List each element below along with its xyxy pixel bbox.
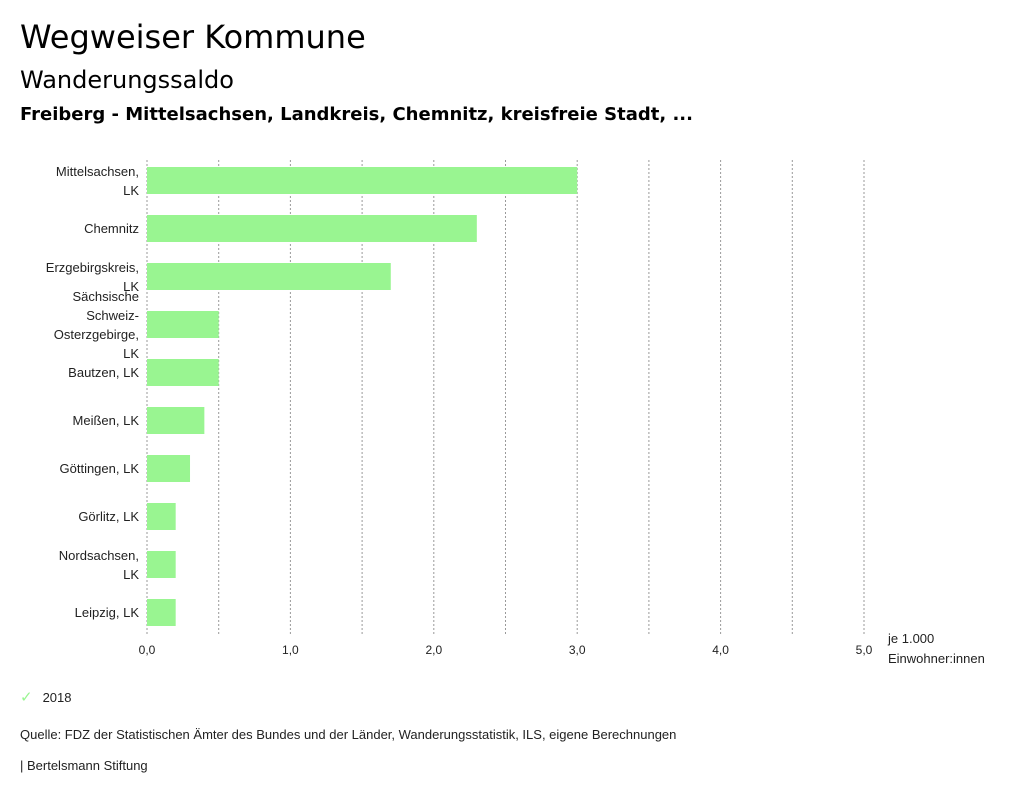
category-label-line: Leipzig, LK <box>74 605 139 620</box>
page-title: Wegweiser Kommune <box>20 18 366 56</box>
category-label: Sächsische Schweiz- Osterzgebirge, LK <box>19 287 139 363</box>
bar[interactable] <box>147 599 176 626</box>
category-label: Mittelsachsen, LK <box>19 162 139 200</box>
x-tick-label: 0,0 <box>139 643 156 657</box>
bar[interactable] <box>147 263 391 290</box>
unit-line-2: Einwohner:innen <box>888 651 985 666</box>
bar[interactable] <box>147 359 219 386</box>
x-axis-unit-label: je 1.000 Einwohner:innen <box>888 629 1018 669</box>
category-label-line: Nordsachsen, <box>58 547 139 563</box>
category-label: Nordsachsen, LK <box>19 546 139 584</box>
legend[interactable]: ✓ 2018 <box>20 688 72 706</box>
category-label: Chemnitz <box>19 219 139 238</box>
category-label-line: Schweiz- <box>86 307 139 323</box>
legend-label: 2018 <box>42 689 72 705</box>
category-label: Görlitz, LK <box>19 507 139 526</box>
category-label-line: Sächsische <box>72 288 139 304</box>
source-note: Quelle: FDZ der Statistischen Ämter des … <box>20 727 677 742</box>
category-label-line: LK <box>123 345 139 361</box>
x-tick-label: 5,0 <box>856 643 873 657</box>
category-label: Meißen, LK <box>19 411 139 430</box>
category-label: Bautzen, LK <box>19 363 139 382</box>
category-label-line: LK <box>123 566 139 582</box>
category-label: Erzgebirgskreis, LK <box>19 258 139 296</box>
checkmark-icon: ✓ <box>20 689 33 706</box>
chart-subtitle: Wanderungssaldo <box>20 66 234 94</box>
x-tick-label: 1,0 <box>282 643 299 657</box>
category-label-line: Göttingen, LK <box>59 461 140 476</box>
bar[interactable] <box>147 311 219 338</box>
category-label-line: Bautzen, LK <box>68 365 139 380</box>
category-label-line: Osterzgebirge, <box>53 326 139 342</box>
bar[interactable] <box>147 455 191 482</box>
bar[interactable] <box>147 407 205 434</box>
category-label-line: Görlitz, LK <box>78 509 139 524</box>
category-label-line: Meißen, LK <box>72 413 139 428</box>
brand-label: | Bertelsmann Stiftung <box>20 758 148 773</box>
bar[interactable] <box>147 167 578 194</box>
bar-chart: 0,0 1,0 2,0 3,0 4,0 5,0 <box>139 160 873 657</box>
category-label-line: LK <box>123 182 139 198</box>
region-title: Freiberg - Mittelsachsen, Landkreis, Che… <box>20 104 693 125</box>
x-tick-label: 3,0 <box>569 643 586 657</box>
category-label-line: Erzgebirgskreis, <box>45 259 139 275</box>
x-tick-label: 4,0 <box>712 643 729 657</box>
bar[interactable] <box>147 551 176 578</box>
x-tick-label: 2,0 <box>425 643 442 657</box>
category-label: Leipzig, LK <box>19 603 139 622</box>
bar[interactable] <box>147 503 176 530</box>
bar[interactable] <box>147 215 477 242</box>
category-label-line: Chemnitz <box>84 221 139 236</box>
unit-line-1: je 1.000 <box>888 631 935 646</box>
category-label-line: LK <box>123 278 139 294</box>
category-label: Göttingen, LK <box>19 459 140 478</box>
category-label-line: Mittelsachsen, <box>55 163 139 179</box>
